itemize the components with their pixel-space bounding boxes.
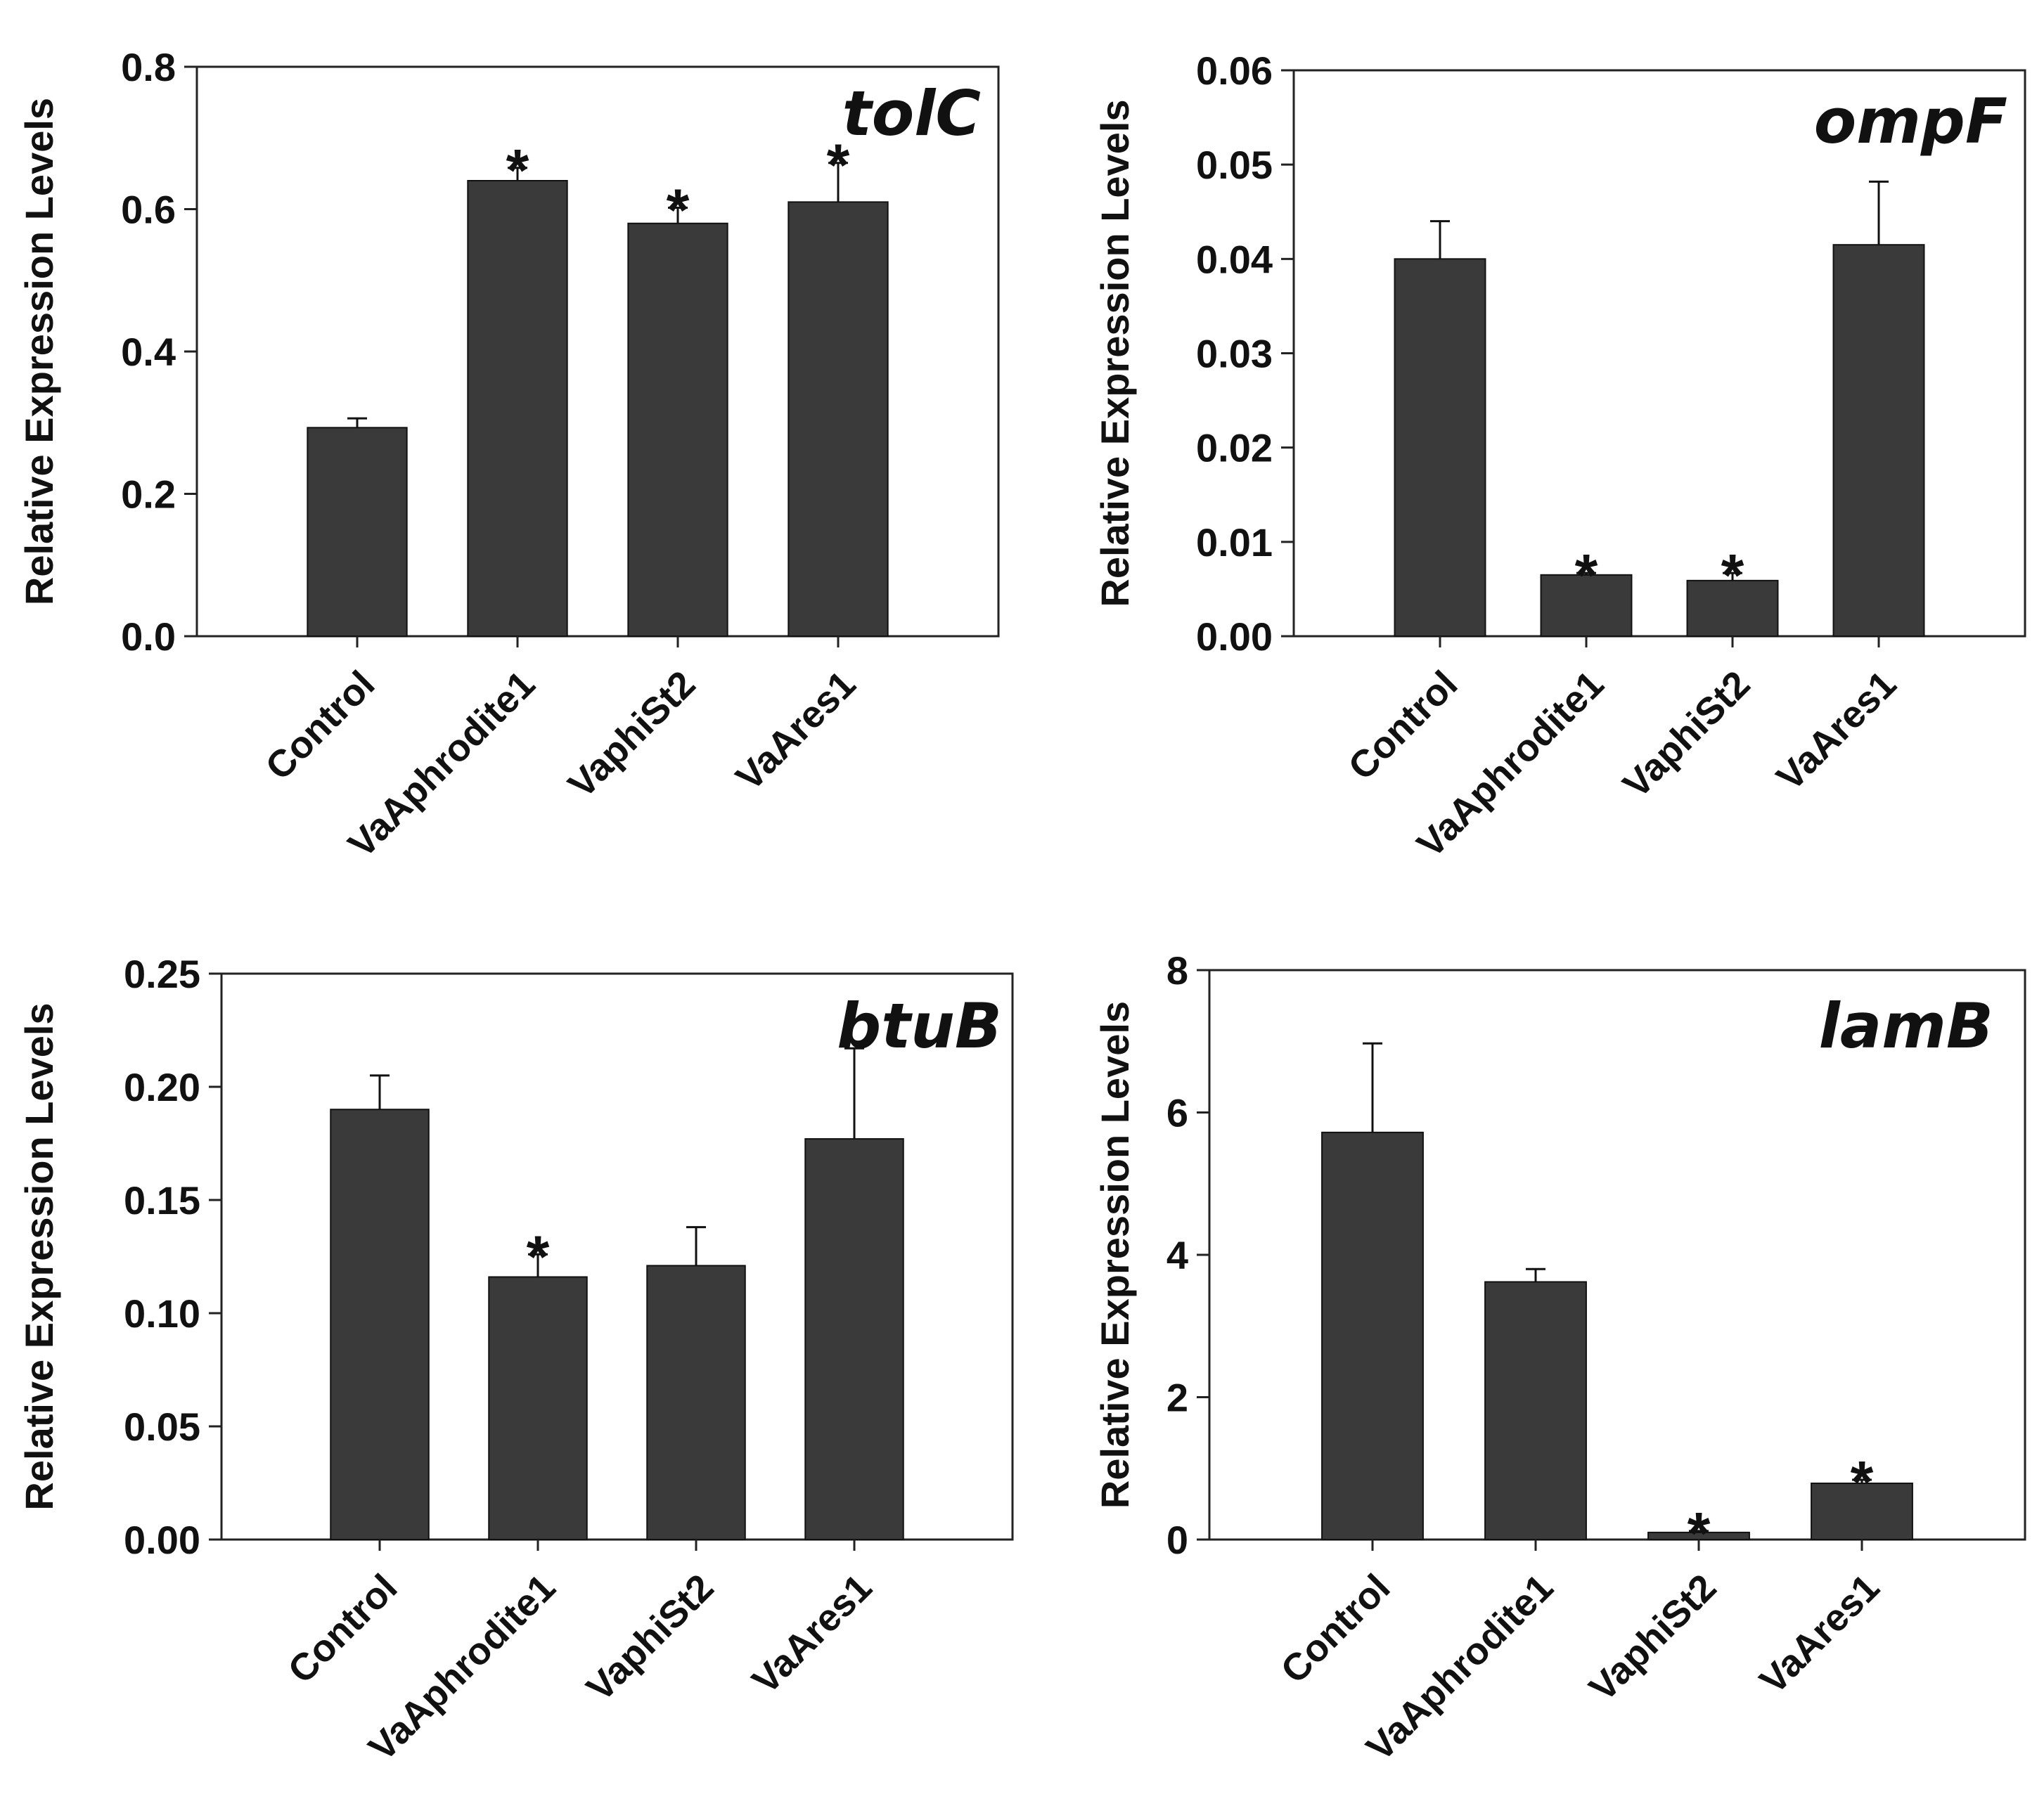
chart-panel-ompF: 0.00 0.01 0.02 0.03 0.04 0.05 0.06 Relative Exp… — [1093, 49, 2026, 866]
chart-panel-lamB: 0 2 4 6 8 Relative Expression Levels lamB Contr… — [1093, 948, 2026, 1769]
significance-marker-vaaphrodite1: * — [506, 137, 529, 203]
significance-marker-vaares1: * — [827, 132, 850, 198]
bar-control — [330, 1109, 430, 1540]
category-label-control: Control — [1340, 663, 1465, 788]
y-tick-label: 0.01 — [1196, 520, 1273, 564]
category-label-vaares1: VaAres1 — [1751, 1566, 1887, 1702]
category-label-vaphist2: VaphiSt2 — [1615, 663, 1759, 806]
category-label-vaares1: VaAres1 — [728, 663, 863, 799]
category-label-control: Control — [1273, 1566, 1398, 1691]
y-tick-label: 0.05 — [1196, 143, 1273, 187]
category-label-control: Control — [257, 663, 383, 788]
y-tick-label: 0.00 — [124, 1518, 200, 1562]
category-label-vaphist2: VaphiSt2 — [560, 663, 704, 806]
bar-vaphist2 — [627, 222, 728, 637]
chart-title: lamB — [1819, 990, 1993, 1062]
bar-vaaphrodite1 — [1484, 1281, 1587, 1540]
y-tick-label: 2 — [1166, 1376, 1188, 1420]
y-tick-label: 0.02 — [1196, 426, 1273, 470]
y-tick-label: 0.05 — [124, 1405, 200, 1449]
bar-vaaphrodite1 — [488, 1276, 588, 1540]
y-tick-label: 0.00 — [1196, 614, 1273, 659]
significance-marker-vaaphrodite1: * — [1575, 542, 1598, 608]
category-label-vaares1: VaAres1 — [1768, 663, 1904, 799]
chart-panel-tolC: 0.0 0.2 0.4 0.6 0.8 Relative Expression Level… — [17, 45, 1000, 866]
bar-control — [307, 427, 408, 638]
category-label-control: Control — [280, 1566, 405, 1691]
bar-vaares1 — [804, 1138, 904, 1541]
y-tick-label: 0.20 — [124, 1065, 200, 1109]
significance-marker-vaphist2: * — [1688, 1500, 1711, 1566]
category-label-vaphist2: VaphiSt2 — [1581, 1566, 1725, 1710]
chart-title: tolC — [842, 77, 981, 150]
y-axis-label: Relative Expression Levels — [17, 98, 61, 605]
bar-vaaphrodite1 — [467, 180, 568, 637]
bar-vaares1 — [788, 201, 889, 637]
bar-control — [1321, 1131, 1424, 1540]
category-label-vaares1: VaAres1 — [744, 1566, 880, 1702]
plot-frame — [220, 972, 1014, 1541]
y-tick-label: 0.4 — [121, 330, 176, 374]
bar-control — [1394, 258, 1486, 638]
y-tick-label: 0.15 — [124, 1178, 200, 1222]
bar-vaares1 — [1832, 244, 1925, 638]
y-tick-label: 4 — [1166, 1233, 1188, 1277]
y-tick-label: 0.25 — [124, 952, 200, 996]
y-tick-label: 0 — [1166, 1518, 1188, 1562]
y-tick-label: 0.06 — [1196, 49, 1273, 93]
y-axis-label: Relative Expression Levels — [1093, 99, 1137, 607]
y-tick-label: 0.04 — [1196, 237, 1273, 281]
bar-vaphist2 — [646, 1265, 746, 1540]
y-axis-label: Relative Expression Levels — [1093, 1001, 1137, 1509]
y-tick-label: 8 — [1166, 948, 1188, 993]
bar-vaares1 — [1811, 1483, 1913, 1540]
significance-marker-vaphist2: * — [1721, 542, 1744, 608]
category-label-vaphist2: VaphiSt2 — [579, 1566, 722, 1710]
chart-title: btuB — [837, 990, 1002, 1062]
y-tick-label: 0.6 — [121, 188, 176, 232]
significance-marker-vaares1: * — [1851, 1449, 1874, 1515]
significance-marker-vaaphrodite1: * — [527, 1223, 550, 1289]
chart-title: ompF — [1814, 85, 2007, 157]
y-tick-label: 0.10 — [124, 1291, 200, 1336]
chart-panel-btuB: 0.00 0.05 0.10 0.15 0.20 0.25 Relative Express… — [17, 952, 1014, 1769]
y-tick-label: 0.0 — [121, 614, 176, 659]
significance-marker-vaphist2: * — [667, 176, 690, 243]
y-tick-label: 0.8 — [121, 45, 176, 89]
y-tick-label: 0.03 — [1196, 332, 1273, 376]
y-tick-label: 0.2 — [121, 472, 176, 517]
y-tick-label: 6 — [1166, 1091, 1188, 1135]
y-axis-label: Relative Expression Levels — [17, 1002, 61, 1510]
